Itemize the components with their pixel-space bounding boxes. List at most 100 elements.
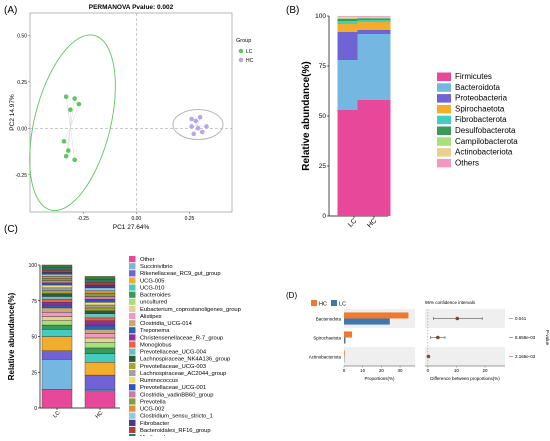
- x-tick-label: -0.25: [77, 216, 89, 222]
- bar-segment: [42, 268, 72, 270]
- phylum-legend-label: Desulfobacterota: [455, 126, 516, 135]
- bar-segment: [85, 302, 115, 305]
- scatter-legend-label: LC: [246, 49, 253, 55]
- bar-segment: [85, 288, 115, 291]
- phylum-legend-label: Bacteroidota: [455, 83, 500, 92]
- x-tick-label: 0: [343, 368, 346, 373]
- x-tick-label: 10: [360, 368, 366, 373]
- y-tick-label: 25: [319, 163, 327, 170]
- p-value-label: 0.041: [515, 316, 527, 321]
- proportion-bar-lc: [344, 319, 390, 325]
- bar-segment: [85, 294, 115, 297]
- phylum-legend-swatch: [437, 137, 451, 146]
- y-tick-label: 0.50: [17, 33, 27, 39]
- genus-legend-label: UCG-002: [140, 407, 164, 413]
- bar-segment: [42, 283, 72, 285]
- genus-legend-swatch: [129, 370, 136, 376]
- genus-legend-label: Lachnospiraceae_AC2044_group: [140, 371, 226, 377]
- genus-legend-label: Clostridia_UCG-014: [140, 321, 193, 327]
- scatter-point-hc: [200, 130, 205, 135]
- bar-segment: [85, 348, 115, 354]
- ci-x-axis-label: Difference between proportions(%): [430, 376, 500, 381]
- bar-segment: [42, 325, 72, 329]
- bar-segment: [42, 285, 72, 288]
- genus-legend-swatch: [129, 427, 136, 433]
- phylum-legend-swatch: [437, 83, 451, 92]
- bar-segment: [42, 299, 72, 302]
- scatter-legend-swatch: [239, 58, 244, 63]
- spider-line: [70, 104, 79, 127]
- y-tick-label: 75: [319, 63, 327, 70]
- x-tick-label: 10: [454, 368, 460, 373]
- genus-legend-swatch: [129, 270, 136, 276]
- proportion-bar-hc: [344, 350, 345, 356]
- y-tick-label: 0.25: [17, 80, 27, 86]
- phylum-legend-swatch: [437, 94, 451, 103]
- bar-segment: [42, 288, 72, 291]
- spider-line: [70, 127, 74, 160]
- ci-estimate-point: [455, 317, 459, 321]
- category-label: HC: [366, 217, 378, 229]
- genus-legend-swatch: [129, 313, 136, 319]
- bar-segment: [85, 321, 115, 325]
- bar-segment: [42, 270, 72, 272]
- panel-label-c: (C): [4, 224, 18, 235]
- genus-legend-swatch: [129, 384, 136, 390]
- proportion-x-axis-label: Proportions(%): [364, 376, 395, 381]
- phylum-legend-label: Campilobacterota: [455, 137, 518, 146]
- y-tick-label: 0: [34, 406, 37, 412]
- genus-legend-label: Lachnospiraceae_NK4A136_group: [140, 357, 230, 363]
- bar-segment: [85, 296, 115, 299]
- genus-legend-label: Ruminococcus: [140, 378, 178, 384]
- y-tick-label: 50: [319, 113, 327, 120]
- genus-legend-swatch: [129, 391, 136, 397]
- genus-legend-label: Prevotella: [140, 399, 167, 405]
- genus-chart-y-axis-label: Relative abundance(%): [7, 292, 16, 380]
- bar-segment: [358, 34, 391, 100]
- genus-legend-label: UCG-005: [140, 278, 164, 284]
- phylum-legend-label: Actinobacteriota: [455, 148, 513, 157]
- scatter-point-hc: [189, 124, 194, 129]
- genus-legend-swatch: [129, 341, 136, 347]
- genus-legend-swatch: [129, 292, 136, 298]
- bar-segment: [85, 305, 115, 308]
- y-tick-label: -0.25: [16, 173, 28, 179]
- proportion-legend-swatch: [331, 300, 337, 306]
- p-value-axis-label: P-value: [545, 330, 550, 346]
- genus-legend-swatch: [129, 398, 136, 404]
- bar-segment: [85, 285, 115, 288]
- genus-legend-swatch: [129, 320, 136, 326]
- lc-confidence-ellipse: [14, 26, 131, 219]
- phylum-legend-swatch: [437, 116, 451, 125]
- p-value-label: 2.165e-03: [515, 354, 536, 359]
- y-tick-label: 100: [29, 263, 38, 269]
- phylum-legend-swatch: [437, 73, 451, 82]
- scatter-point-lc: [68, 107, 73, 112]
- scatter-legend-label: HC: [246, 58, 254, 64]
- bar-segment: [85, 325, 115, 329]
- proportion-row-band: [344, 328, 415, 347]
- scatter-title: PERMANOVA Pvalue: 0.002: [89, 4, 174, 11]
- bar-segment: [42, 308, 72, 312]
- genus-legend-label: Rikenellaceae_RC9_gut_group: [140, 271, 221, 277]
- genus-legend-swatch: [129, 406, 136, 412]
- proportion-category-label: Bacteroidota: [316, 317, 342, 322]
- bar-segment: [42, 265, 72, 268]
- genus-legend-label: Prevotellaceae_UCG-004: [140, 350, 207, 356]
- bar-segment: [85, 279, 115, 282]
- bar-segment: [42, 272, 72, 274]
- scatter-point-lc: [77, 102, 82, 107]
- genus-legend-label: uncultured: [140, 300, 167, 306]
- bar-segment: [42, 359, 72, 389]
- proportion-bar-lc: [344, 338, 345, 344]
- y-tick-label: 25: [31, 370, 37, 376]
- scatter-point-lc: [64, 94, 69, 99]
- bar-segment: [42, 291, 72, 294]
- scatter-point-hc: [198, 115, 203, 120]
- bar-segment: [42, 389, 72, 408]
- proportion-legend-swatch: [311, 300, 317, 306]
- x-tick-label: 20: [482, 368, 488, 373]
- genus-legend-swatch: [129, 363, 136, 369]
- x-tick-label: 0.25: [185, 216, 195, 222]
